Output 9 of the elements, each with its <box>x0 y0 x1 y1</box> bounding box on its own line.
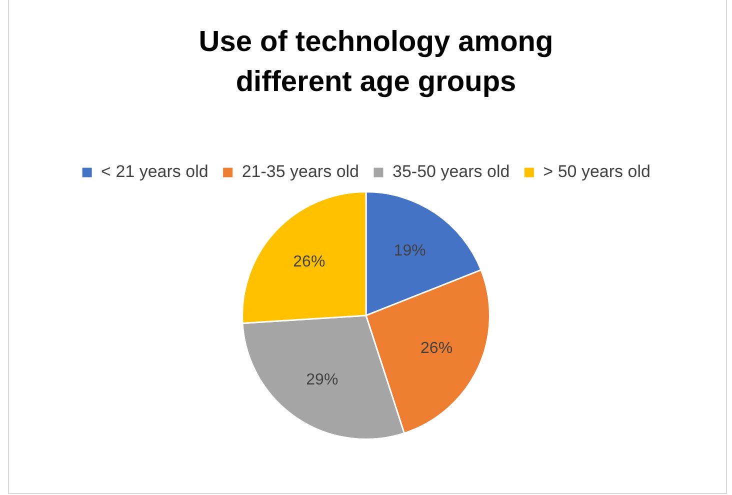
data-label: 29% <box>306 371 338 388</box>
legend-label: > 50 years old <box>543 162 650 182</box>
legend-label: < 21 years old <box>101 162 208 182</box>
legend-label: 21-35 years old <box>242 162 360 182</box>
legend-label: 35-50 years old <box>392 162 510 182</box>
data-label: 26% <box>293 254 326 271</box>
data-label: 19% <box>394 242 426 260</box>
chart-title: Use of technology among different age groups <box>198 25 554 100</box>
data-label: 26% <box>420 340 453 358</box>
